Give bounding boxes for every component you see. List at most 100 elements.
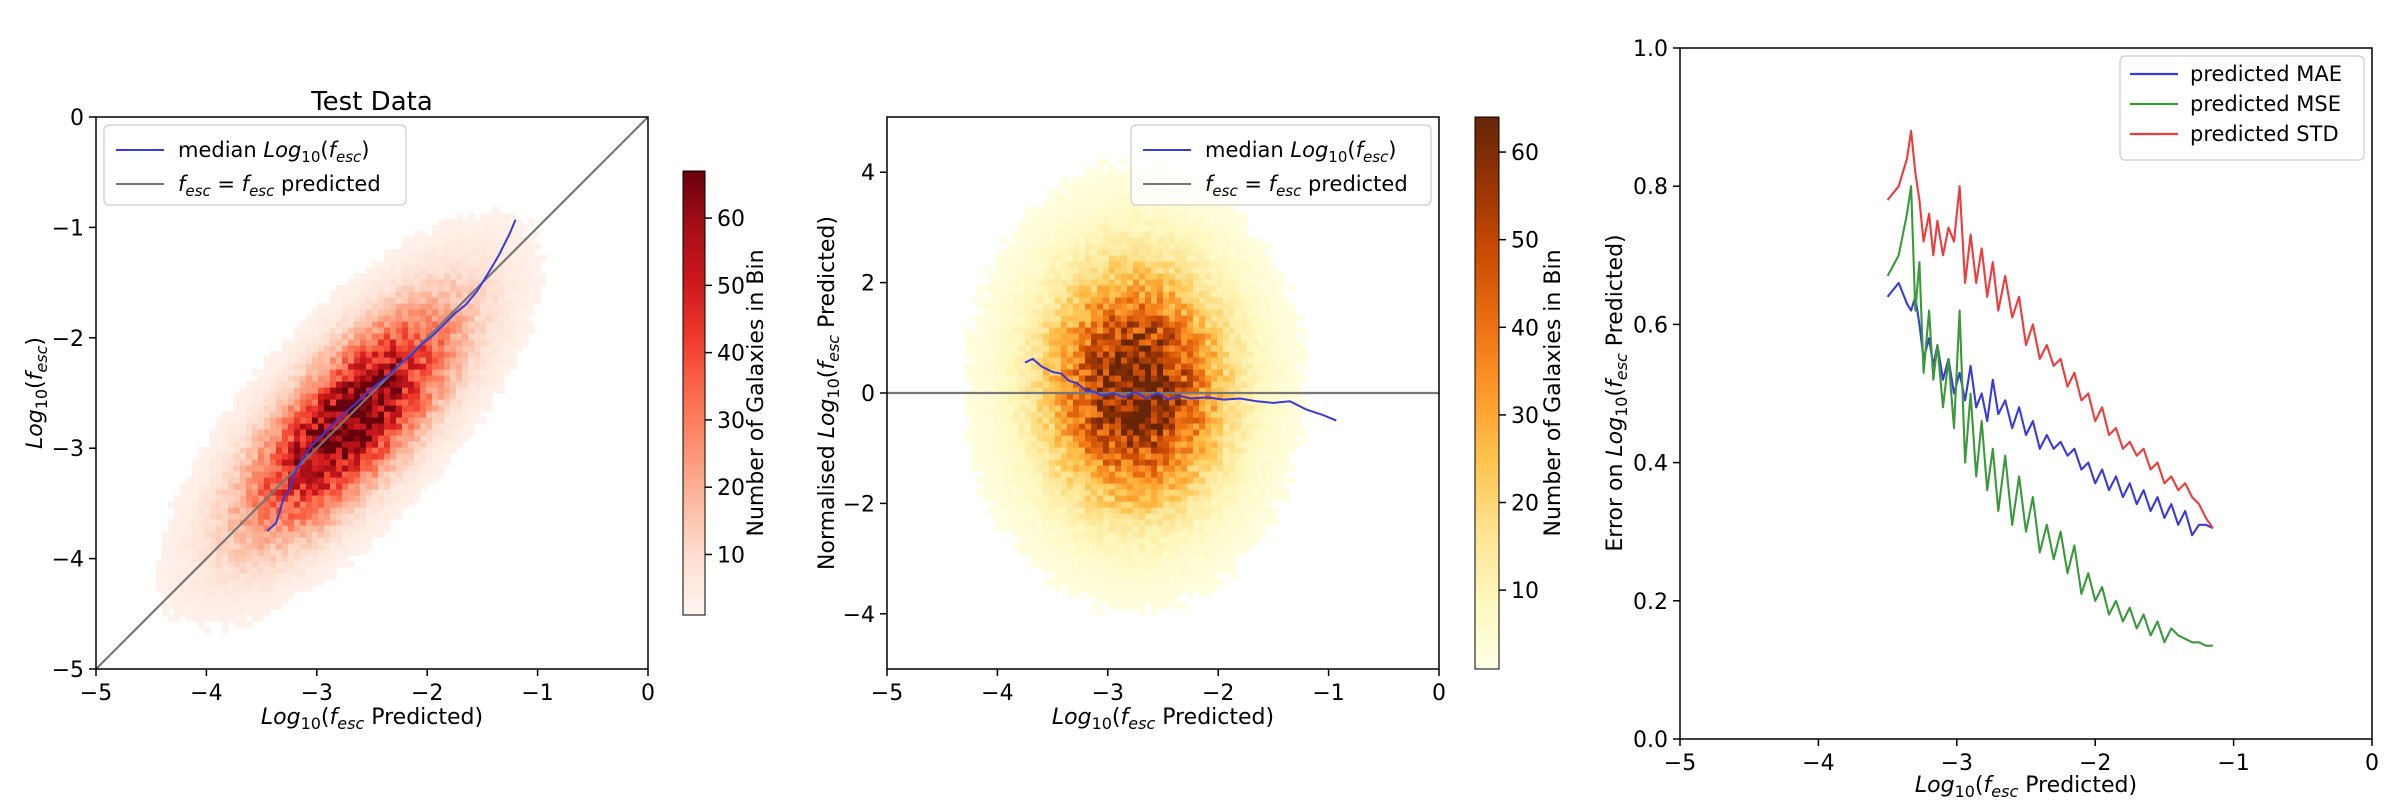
heatmap-cell xyxy=(1013,231,1020,238)
heatmap-cell xyxy=(1133,339,1140,346)
heatmap-cell xyxy=(1187,411,1194,418)
heatmap-cell xyxy=(528,219,535,226)
heatmap-cell xyxy=(1175,417,1182,424)
heatmap-cell xyxy=(282,501,289,508)
heatmap-cell xyxy=(330,351,337,358)
heatmap-cell xyxy=(1127,561,1134,568)
heatmap-cell xyxy=(1019,381,1026,388)
heatmap-cell xyxy=(1151,255,1158,262)
heatmap-cell xyxy=(1055,219,1062,226)
heatmap-cell xyxy=(1061,339,1068,346)
heatmap-cell xyxy=(336,555,343,562)
heatmap-cell xyxy=(474,273,481,280)
heatmap-cell xyxy=(1139,249,1146,256)
heatmap-cell xyxy=(258,567,265,574)
heatmap-cell xyxy=(1043,405,1050,412)
heatmap-cell xyxy=(1139,483,1146,490)
heatmap-cell xyxy=(1001,321,1008,328)
heatmap-cell xyxy=(1139,585,1146,592)
heatmap-cell xyxy=(234,585,241,592)
heatmap-cell xyxy=(510,297,517,304)
heatmap-cell xyxy=(396,261,403,268)
heatmap-cell xyxy=(294,441,301,448)
heatmap-cell xyxy=(402,273,409,280)
heatmap-cell xyxy=(444,363,451,370)
heatmap-cell xyxy=(1085,273,1092,280)
heatmap-cell xyxy=(306,525,313,532)
heatmap-cell xyxy=(312,327,319,334)
heatmap-cell xyxy=(1157,441,1164,448)
heatmap-cell xyxy=(294,489,301,496)
heatmap-cell xyxy=(1175,429,1182,436)
heatmap-cell xyxy=(1037,357,1044,364)
heatmap-cell xyxy=(1139,381,1146,388)
heatmap-cell xyxy=(1115,435,1122,442)
heatmap-cell xyxy=(1025,447,1032,454)
heatmap-cell xyxy=(1157,387,1164,394)
heatmap-cell xyxy=(971,429,978,436)
heatmap-cell xyxy=(1067,219,1074,226)
heatmap-cell xyxy=(1073,441,1080,448)
heatmap-cell xyxy=(474,405,481,412)
heatmap-cell xyxy=(1025,549,1032,556)
heatmap-cell xyxy=(1139,447,1146,454)
heatmap-cell xyxy=(228,561,235,568)
heatmap-cell xyxy=(342,531,349,538)
heatmap-cell xyxy=(444,411,451,418)
heatmap-cell xyxy=(1079,537,1086,544)
heatmap-cell xyxy=(330,381,337,388)
heatmap-cell xyxy=(1025,513,1032,520)
heatmap-cell xyxy=(396,441,403,448)
heatmap-cell xyxy=(1121,399,1128,406)
heatmap-cell xyxy=(378,303,385,310)
heatmap-cell xyxy=(1181,423,1188,430)
heatmap-cell xyxy=(1097,201,1104,208)
heatmap-cell xyxy=(1127,489,1134,496)
heatmap-cell xyxy=(354,447,361,454)
heatmap-cell xyxy=(330,417,337,424)
heatmap-cell xyxy=(1001,309,1008,316)
heatmap-cell xyxy=(264,531,271,538)
heatmap-cell xyxy=(432,471,439,478)
heatmap-cell xyxy=(1007,339,1014,346)
heatmap-cell xyxy=(324,489,331,496)
heatmap-cell xyxy=(342,483,349,490)
heatmap-cell xyxy=(1127,267,1134,274)
heatmap-cell xyxy=(1169,477,1176,484)
heatmap-cell xyxy=(1151,483,1158,490)
heatmap-cell xyxy=(1103,297,1110,304)
heatmap-cell xyxy=(1127,195,1134,202)
heatmap-cell xyxy=(1067,435,1074,442)
heatmap-cell xyxy=(1049,405,1056,412)
heatmap-cell xyxy=(1085,495,1092,502)
heatmap-cell xyxy=(474,249,481,256)
heatmap-cell xyxy=(1049,363,1056,370)
heatmap-cell xyxy=(1145,291,1152,298)
heatmap-cell xyxy=(1133,525,1140,532)
heatmap-cell xyxy=(1061,177,1068,184)
heatmap-cell xyxy=(1199,291,1206,298)
heatmap-cell xyxy=(264,507,271,514)
heatmap-cell xyxy=(1193,549,1200,556)
heatmap-cell xyxy=(1103,333,1110,340)
heatmap-cell xyxy=(522,255,529,262)
heatmap-cell xyxy=(1187,369,1194,376)
heatmap-cell xyxy=(1157,339,1164,346)
heatmap-cell xyxy=(162,549,169,556)
heatmap-cell xyxy=(1139,273,1146,280)
heatmap-cell xyxy=(1187,273,1194,280)
heatmap-cell xyxy=(504,243,511,250)
heatmap-cell xyxy=(294,453,301,460)
heatmap-cell xyxy=(1055,435,1062,442)
heatmap-cell xyxy=(498,267,505,274)
heatmap-cell xyxy=(276,477,283,484)
heatmap-cell xyxy=(1121,471,1128,478)
heatmap-cell xyxy=(1073,405,1080,412)
heatmap-cell xyxy=(324,309,331,316)
heatmap-cell xyxy=(330,453,337,460)
heatmap-cell xyxy=(354,273,361,280)
heatmap-cell xyxy=(174,579,181,586)
heatmap-cell xyxy=(1175,501,1182,508)
heatmap-cell xyxy=(432,303,439,310)
heatmap-cell xyxy=(1049,297,1056,304)
